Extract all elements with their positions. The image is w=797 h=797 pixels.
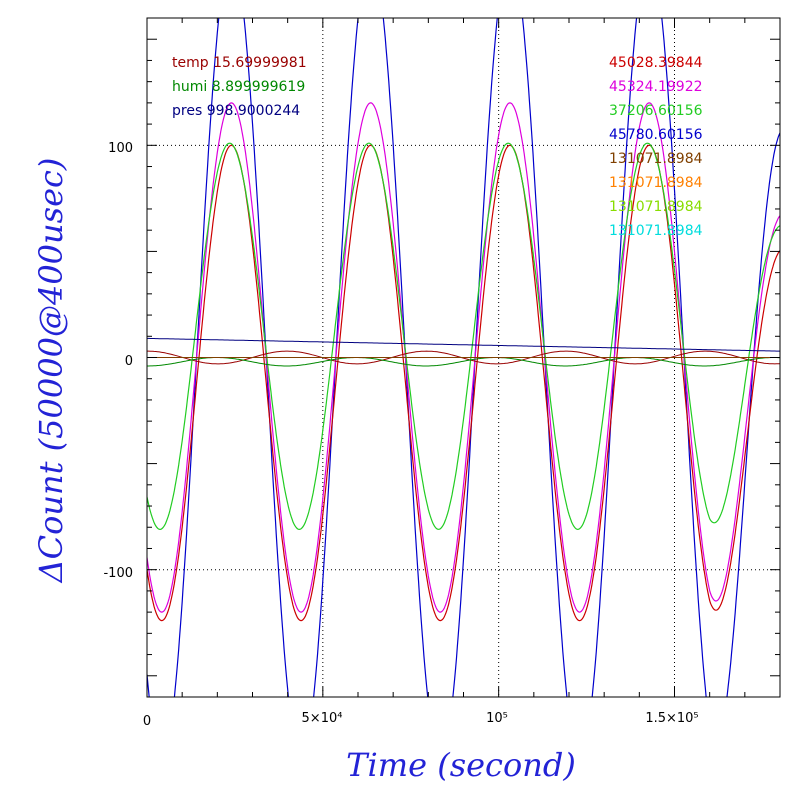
environment-line [147,357,780,367]
y-tick-labels: -100 0 100 [103,141,133,581]
x-tick-label: 5×10⁴ [302,711,343,726]
legend-right: 45028.39844 45324.19922 37206.60156 4578… [609,55,703,239]
legend-humi: humi 8.899999619 [172,79,305,95]
legend-temp: temp 15.69999981 [172,55,307,71]
legend-value: 37206.60156 [609,103,703,119]
series-layer [147,18,780,697]
legend-value: 45780.60156 [609,127,703,143]
series-line [147,102,780,613]
x-tick-label: 10⁵ [486,711,508,726]
legend-value: 131071.8984 [609,199,703,215]
y-tick-label: -100 [103,566,133,581]
legend-value: 131071.8984 [609,175,703,191]
x-tick-label: 0 [143,714,151,729]
legend-value: 45028.39844 [609,55,703,71]
legend-value: 131071.8984 [609,151,703,167]
y-axis-title: ΔCount (50000@400usec) [32,158,70,585]
environment-line [147,337,780,352]
x-tick-labels: 0 5×10⁴ 10⁵ 1.5×10⁵ [143,711,699,729]
legend-value: 131071.8984 [609,223,703,239]
y-tick-label: 100 [108,141,133,156]
legend-left: temp 15.69999981 humi 8.899999619 pres 9… [172,55,307,119]
series-line [147,18,780,697]
x-axis-title: Time (second) [346,746,576,784]
series-line [147,144,780,622]
legend-value: 45324.19922 [609,79,703,95]
y-tick-label: 0 [125,354,133,369]
series-line [147,142,780,531]
plot-frame [146,17,781,698]
legend-pres: pres 998.9000244 [172,103,300,119]
x-tick-label: 1.5×10⁵ [645,711,698,726]
